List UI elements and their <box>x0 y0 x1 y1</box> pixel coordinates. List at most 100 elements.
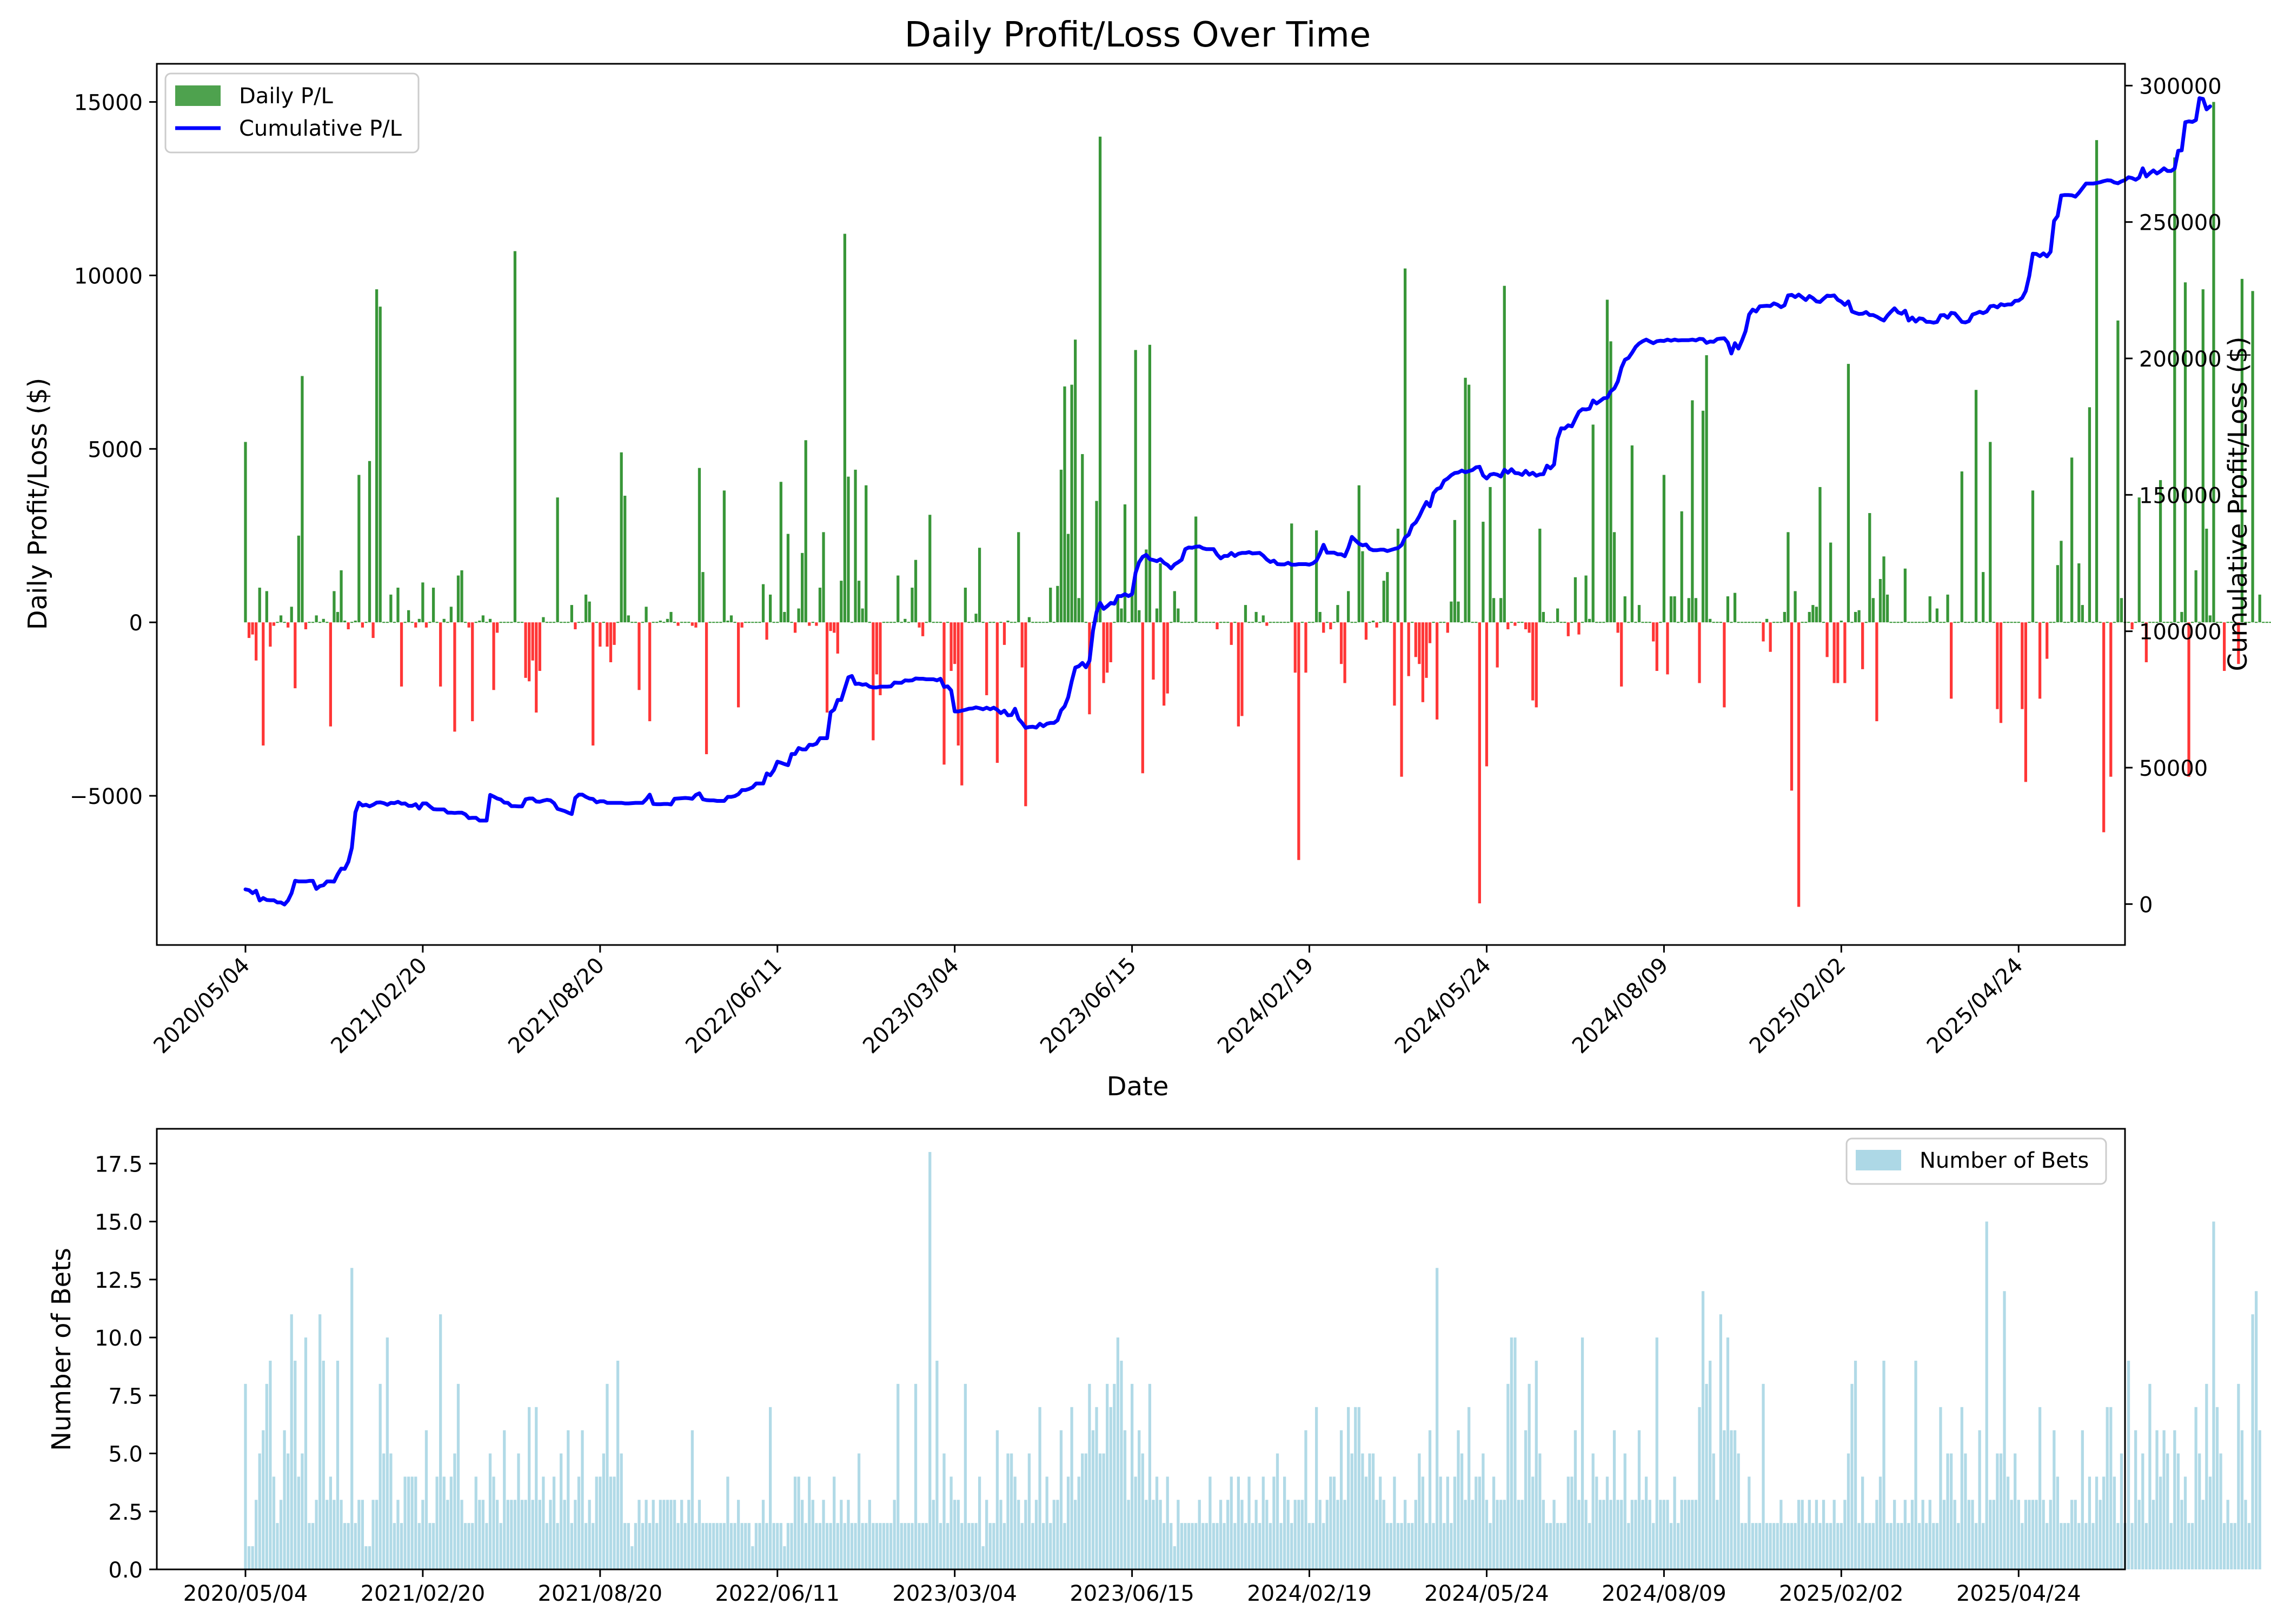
bets-bar <box>662 1500 666 1569</box>
profit-bar <box>2035 622 2038 623</box>
loss-bar <box>1375 622 1378 628</box>
profit-bar <box>382 622 386 623</box>
loss-bar <box>694 622 698 628</box>
bets-bar <box>1559 1523 1563 1569</box>
bets-bar <box>1042 1523 1045 1569</box>
profit-bar <box>503 622 506 623</box>
bets-bar <box>705 1523 708 1569</box>
bets-bar <box>2006 1476 2010 1569</box>
profit-bar <box>1570 622 1573 623</box>
bets-bar <box>247 1546 251 1569</box>
profit-bar <box>1070 384 1073 623</box>
profit-bar <box>754 622 758 623</box>
profit-bar <box>542 617 545 623</box>
bets-bar <box>1709 1360 1712 1569</box>
profit-bar <box>1964 622 1967 623</box>
profit-bar <box>1212 622 1216 623</box>
profit-bar <box>1332 622 1336 623</box>
profit-bar <box>1290 523 1293 623</box>
bets-bar <box>918 1523 921 1569</box>
bets-bar <box>2144 1523 2148 1569</box>
profit-bar <box>1205 622 1208 623</box>
profit-bar <box>2120 598 2123 623</box>
bets-bar <box>2226 1500 2229 1569</box>
bets-y-axis-label: Number of Bets <box>47 1248 77 1451</box>
legend-swatch-number-of-bets <box>1856 1150 1901 1170</box>
profit-bar <box>1272 622 1276 623</box>
profit-bar <box>584 594 588 623</box>
bets-bar <box>262 1430 265 1569</box>
profit-bar <box>1123 504 1127 623</box>
profit-bar <box>1489 487 1492 623</box>
bets-bar <box>453 1453 456 1569</box>
profit-bar <box>847 476 850 623</box>
loss-bar <box>2130 622 2134 630</box>
bets-bar <box>1230 1476 1233 1569</box>
bets-bar <box>683 1523 687 1569</box>
bets-bar <box>1098 1453 1102 1569</box>
profit-bar <box>333 591 336 623</box>
bets-bar <box>1630 1500 1633 1569</box>
bets-bar <box>488 1453 492 1569</box>
bets-bar <box>1787 1523 1790 1569</box>
profit-bar <box>1038 622 1041 623</box>
profit-bar <box>354 620 357 623</box>
bets-bar <box>378 1383 382 1569</box>
profit-bar <box>2127 622 2130 623</box>
bets-bar <box>1184 1523 1187 1569</box>
profit-bar <box>928 515 932 623</box>
profit-bar <box>2166 622 2169 623</box>
profit-bar <box>1989 442 1992 623</box>
profit-bar <box>474 622 477 623</box>
bets-bar <box>2053 1430 2056 1569</box>
bets-bar <box>1978 1430 1981 1569</box>
profit-bar <box>2091 622 2095 623</box>
profit-bar <box>925 622 928 623</box>
profit-bar <box>974 614 978 623</box>
profit-bar <box>744 622 747 623</box>
bets-bar <box>1808 1500 1811 1569</box>
bets-bar <box>513 1500 517 1569</box>
loss-bar <box>371 622 375 638</box>
y2-tick-label: 250000 <box>2139 211 2222 236</box>
profit-bar <box>999 622 1002 623</box>
profit-bar <box>769 594 772 623</box>
profit-bar <box>1985 622 1988 623</box>
bets-bar <box>1595 1476 1598 1569</box>
bets-bar <box>935 1360 939 1569</box>
bets-bar <box>811 1500 814 1569</box>
bets-bar <box>840 1500 843 1569</box>
bets-bar <box>761 1500 765 1569</box>
bets-bar <box>1563 1523 1566 1569</box>
profit-bar <box>1368 622 1371 623</box>
bets-bar <box>1361 1453 1364 1569</box>
profit-bar <box>1847 364 1850 623</box>
bets-bar <box>528 1407 531 1569</box>
bets-bar <box>1588 1523 1591 1569</box>
profit-bar <box>396 588 400 623</box>
bets-bar <box>652 1500 655 1569</box>
bets-bar <box>340 1500 343 1569</box>
profit-bar <box>2141 622 2144 623</box>
pl-y-axis-label: Daily Profit/Loss ($) <box>23 378 53 630</box>
profit-bar <box>726 620 729 623</box>
bets-bar <box>1148 1383 1152 1569</box>
cumulative-pl-line <box>243 96 2212 907</box>
bets-bar <box>1464 1500 1467 1569</box>
loss-bar <box>833 622 836 633</box>
profit-bar <box>761 584 765 623</box>
bets-bar <box>531 1500 534 1569</box>
profit-bar <box>2183 282 2187 623</box>
bets-bar <box>1917 1523 1921 1569</box>
bets-bar <box>1510 1337 1513 1569</box>
bets-bar <box>1705 1383 1708 1569</box>
profit-bar <box>1453 520 1457 623</box>
loss-bar <box>613 622 616 645</box>
profit-bar <box>1864 622 1868 623</box>
bets-bar <box>645 1500 648 1569</box>
bets-bar <box>1134 1476 1137 1569</box>
loss-bar <box>1769 622 1772 652</box>
profit-bar <box>1017 532 1020 623</box>
bets-bar <box>1716 1500 1719 1569</box>
